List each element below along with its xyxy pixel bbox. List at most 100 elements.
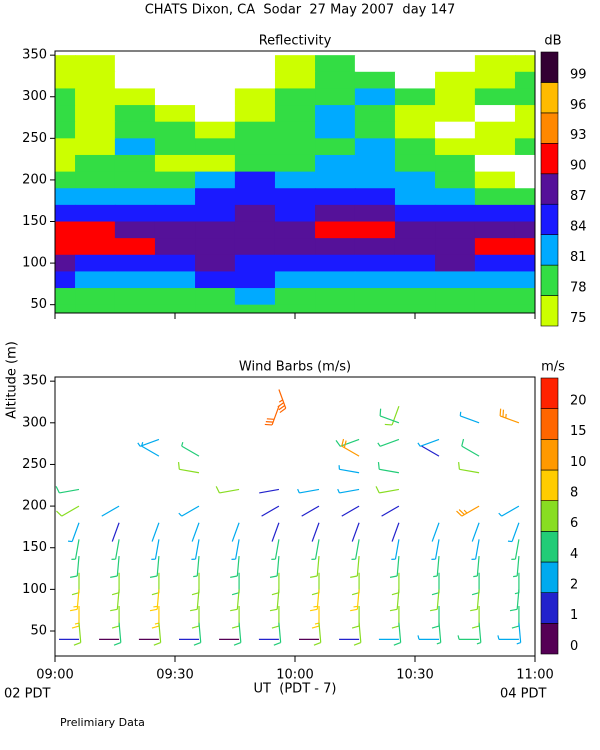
contour-cell [394,138,436,156]
contour-cell [474,221,516,239]
y-tick-label: 200 [22,172,47,187]
contour-cell [55,271,76,289]
contour-cell [394,188,436,206]
wind-barb [381,505,400,517]
wind-barb [301,505,320,517]
contour-cell [435,221,476,239]
contour-cell [394,88,436,106]
contour-cell [75,304,116,313]
contour-cell [354,55,396,73]
wind-barb [338,465,360,474]
colorbar-tick-label: 6 [570,516,578,531]
contour-cell [274,254,316,272]
contour-cell [234,271,276,289]
contour-cell [154,204,196,223]
wind-barb [461,438,480,457]
contour-cell [55,88,76,106]
contour-cell [274,171,316,189]
contour-cell [234,304,276,313]
wind-barb [498,505,520,517]
contour-cell [55,254,76,272]
contour-cell [274,304,316,313]
contour-cell [154,271,196,289]
contour-cell [234,254,276,272]
wind-barb [273,622,282,646]
contour-cell [195,154,236,173]
contour-cell [474,304,516,313]
wind-barb [189,589,200,612]
wind-barb [459,411,480,424]
wind-barb [297,488,320,494]
contour-cell [154,254,196,272]
contour-cell [114,204,156,223]
contour-cell [394,254,436,272]
contour-cell [154,138,196,156]
wind-barb [389,556,400,578]
contour-cell [154,188,196,206]
contour-cell [114,138,156,156]
wind-barb [233,622,242,646]
contour-cell [354,221,396,239]
colorbar-tick-label: 10 [570,455,587,470]
wind-barb [377,438,400,447]
x-tick-label: 09:30 [156,668,193,683]
contour-cell [234,121,276,139]
contour-cell [394,55,436,73]
wind-barb [230,589,240,612]
contour-cell [514,88,535,106]
contour-cell [435,138,476,156]
wind-barb [436,622,442,645]
contour-cell [55,138,76,156]
wind-barb [111,539,120,560]
y-tick-label: 300 [22,89,47,104]
contour-cell [195,254,236,272]
contour-cell [315,221,356,239]
contour-cell [315,55,356,73]
contour-cell [315,204,356,223]
contour-cell [114,288,156,306]
colorbar-tick-label: 90 [570,159,587,174]
contour-cell [114,188,156,206]
contour-cell [195,221,236,239]
wind-barb [193,622,202,646]
x-axis-label: UT (PDT - 7) [254,682,337,697]
wind-barb [375,486,400,494]
contour-cell [315,171,356,189]
x-end-note: 04 PDT [500,687,547,702]
contour-cell [394,71,436,89]
contour-cell [234,55,276,73]
wind-barb [230,556,240,578]
colorbar-tick-label: 4 [570,547,578,562]
contour-cell [114,238,156,256]
wind-barb [269,589,280,612]
colorbar-swatch [540,531,559,563]
contour-cell [114,304,156,313]
contour-cell [315,71,356,89]
contour-cell [474,271,516,289]
contour-cell [315,154,356,173]
colorbar-swatch [540,295,559,327]
contour-cell [234,188,276,206]
wind-barb [261,505,280,517]
contour-cell [55,105,76,123]
contour-cell [435,121,476,139]
wind-barb [271,539,280,560]
contour-cell [114,171,156,189]
contour-cell [315,121,356,139]
contour-cell [474,88,516,106]
contour-cell [474,154,516,173]
wind-barb [231,539,240,560]
colorbar-swatch [540,51,559,83]
wind-barb [110,556,120,578]
contour-cell [55,304,76,313]
colorbar-swatch [540,143,559,175]
contour-cell [514,221,535,239]
x-tick-label: 11:00 [516,668,553,683]
contour-cell [114,105,156,123]
contour-cell [315,105,356,123]
contour-cell [315,138,356,156]
contour-cell [435,88,476,106]
colorbar-tick-label: 93 [570,128,587,143]
contour-cell [514,105,535,123]
contour-cell [315,238,356,256]
